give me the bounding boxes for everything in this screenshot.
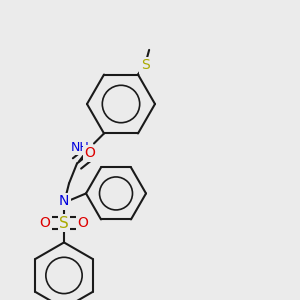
Text: NH: NH [71,141,90,154]
Text: O: O [40,216,50,230]
Text: N: N [59,194,69,208]
Text: O: O [78,216,88,230]
Text: S: S [141,58,149,72]
Text: O: O [85,146,95,161]
Text: S: S [59,216,69,231]
